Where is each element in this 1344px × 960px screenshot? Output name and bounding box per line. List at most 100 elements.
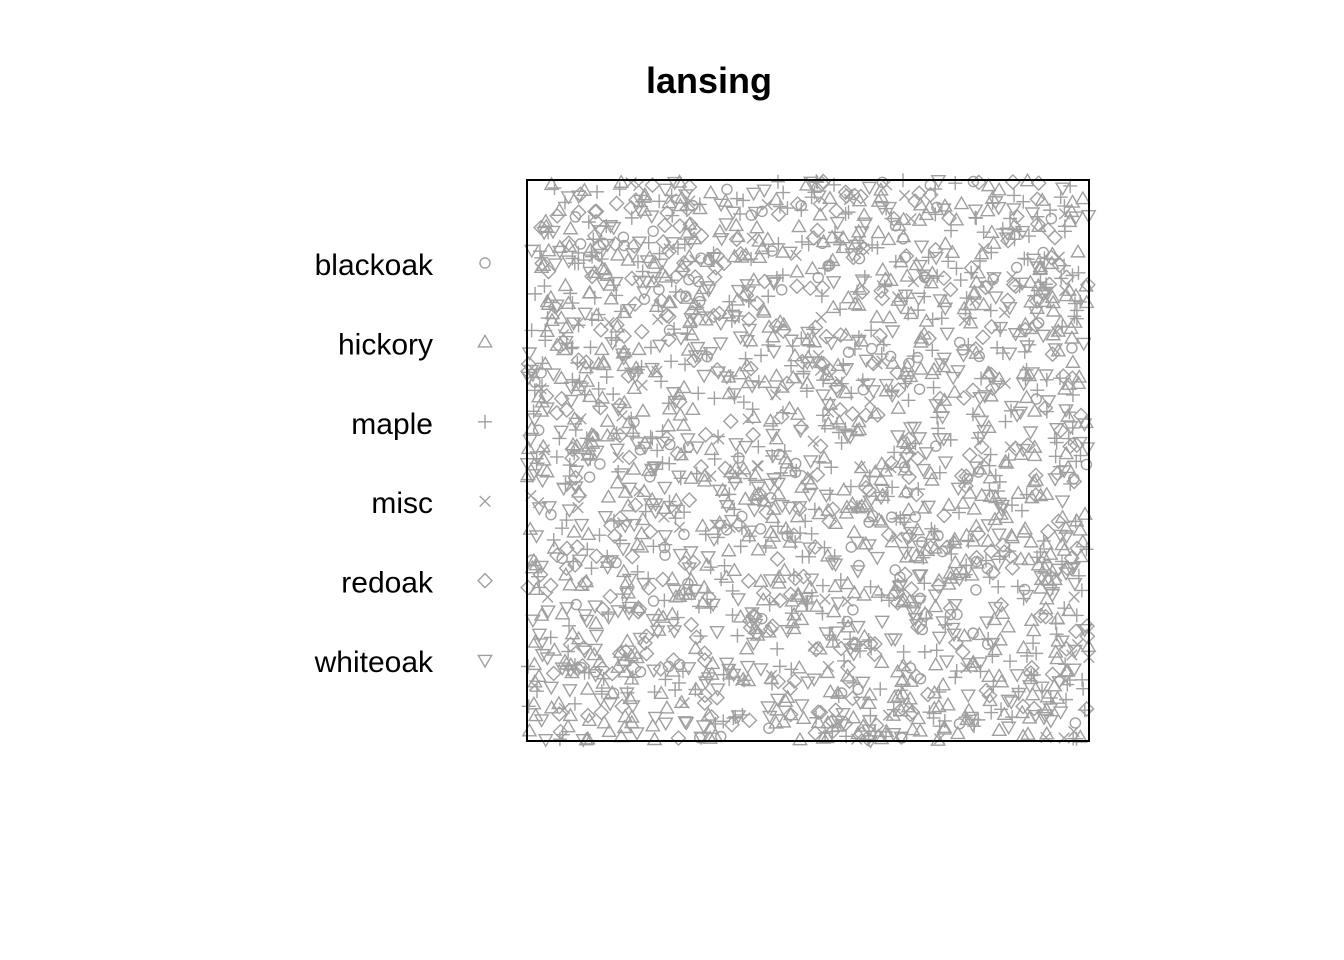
point-whiteoak [1040, 395, 1057, 409]
point-hickory [1032, 258, 1049, 273]
point-redoak [942, 600, 959, 617]
point-hickory [528, 556, 545, 571]
point-whiteoak [563, 394, 580, 409]
point-whiteoak [610, 403, 627, 418]
point-redoak [847, 636, 864, 653]
point-maple [585, 249, 600, 264]
point-whiteoak [592, 248, 609, 263]
point-hickory [854, 498, 870, 512]
point-hickory [781, 400, 798, 415]
point-whiteoak [946, 628, 962, 643]
point-hickory [564, 625, 581, 640]
point-redoak [1069, 540, 1086, 557]
point-whiteoak [765, 275, 782, 289]
point-whiteoak [551, 245, 568, 260]
point-redoak [534, 255, 551, 272]
point-hickory [1042, 546, 1059, 560]
point-redoak [973, 438, 990, 455]
point-maple [708, 716, 723, 731]
point-hickory [810, 714, 827, 729]
point-hickory [1074, 190, 1091, 205]
point-whiteoak [744, 607, 760, 621]
point-maple [658, 672, 673, 687]
point-hickory [946, 531, 963, 546]
point-blackoak [1069, 717, 1082, 729]
point-redoak [755, 584, 772, 601]
point-maple [717, 558, 732, 573]
point-whiteoak [588, 629, 605, 644]
point-whiteoak [861, 539, 878, 553]
point-blackoak [1080, 458, 1093, 471]
point-whiteoak [892, 300, 909, 315]
point-whiteoak [830, 597, 847, 611]
point-redoak [732, 245, 749, 262]
point-whiteoak [534, 648, 551, 663]
point-whiteoak [657, 717, 674, 732]
point-maple [591, 307, 606, 322]
point-whiteoak [549, 299, 565, 314]
point-redoak [955, 390, 972, 406]
point-maple [729, 191, 744, 206]
point-hickory [982, 469, 999, 484]
point-hickory [680, 342, 697, 356]
point-misc [761, 198, 774, 211]
point-redoak [658, 307, 675, 324]
point-redoak [832, 327, 849, 344]
point-hickory [918, 206, 935, 221]
point-whiteoak [980, 280, 997, 295]
point-hickory [542, 289, 559, 304]
point-whiteoak [993, 503, 1010, 518]
point-redoak [684, 304, 701, 321]
point-blackoak [678, 528, 690, 541]
point-maple [937, 713, 952, 728]
point-maple [677, 445, 692, 460]
point-redoak [571, 487, 588, 504]
point-whiteoak [587, 643, 604, 658]
point-redoak [983, 318, 1000, 335]
point-redoak [764, 618, 781, 635]
point-blackoak [570, 598, 582, 611]
point-hickory [825, 299, 842, 314]
point-hickory [935, 676, 952, 691]
point-hickory [863, 508, 880, 523]
point-maple [1071, 265, 1086, 280]
point-maple [583, 360, 598, 375]
point-hickory [894, 593, 911, 608]
point-hickory [782, 706, 799, 721]
point-hickory [557, 566, 574, 581]
point-redoak [883, 455, 900, 472]
point-redoak [617, 643, 634, 660]
point-whiteoak [829, 384, 846, 399]
point-hickory [861, 695, 877, 710]
point-maple [916, 550, 931, 565]
point-whiteoak [678, 716, 695, 731]
point-redoak [999, 292, 1016, 309]
point-redoak [936, 507, 953, 524]
point-redoak [787, 570, 804, 587]
point-misc [651, 313, 664, 326]
point-redoak [1051, 257, 1068, 274]
point-redoak [658, 430, 675, 447]
point-whiteoak [849, 565, 866, 579]
point-maple [1003, 211, 1018, 226]
point-redoak [660, 331, 677, 348]
point-maple [562, 618, 577, 633]
point-redoak [696, 652, 713, 669]
point-whiteoak [621, 607, 637, 622]
point-maple [1007, 188, 1022, 203]
point-blackoak [930, 440, 942, 452]
point-maple [1033, 545, 1048, 560]
point-maple [886, 702, 901, 717]
point-whiteoak [920, 500, 937, 515]
point-whiteoak [727, 311, 743, 325]
point-whiteoak [1019, 340, 1035, 354]
point-hickory [581, 388, 598, 403]
point-whiteoak [987, 601, 1004, 616]
point-maple [561, 644, 576, 659]
point-whiteoak [1058, 530, 1075, 545]
point-whiteoak [911, 569, 928, 584]
point-hickory [1023, 533, 1039, 548]
point-redoak [593, 704, 610, 721]
point-whiteoak [766, 277, 782, 292]
point-whiteoak [623, 367, 640, 382]
